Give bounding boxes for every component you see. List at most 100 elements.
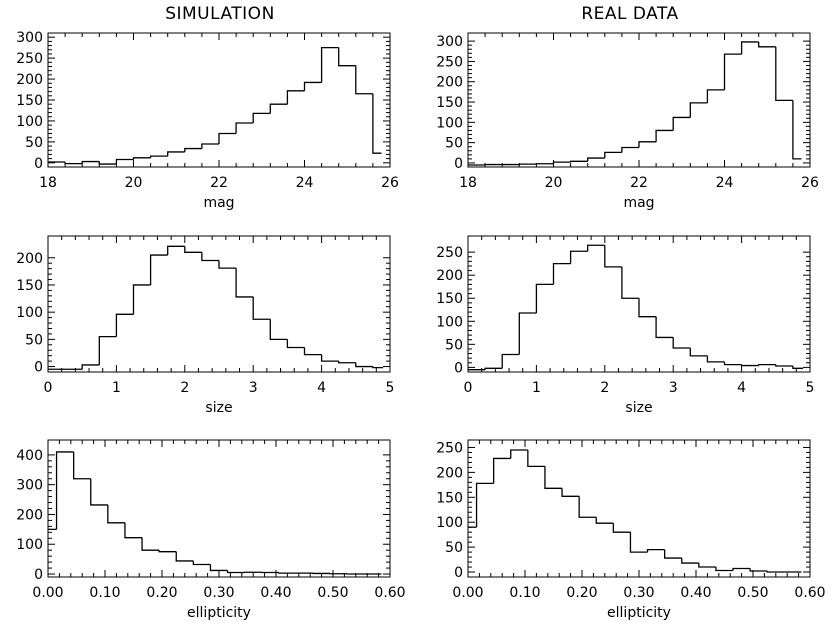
y-tick-label: 50 [25,332,43,348]
histogram-bin [638,141,657,148]
y-tick-label: 200 [436,268,463,284]
histogram-bin [64,161,83,165]
histogram-bin [98,335,117,365]
x-tick-label: 0.00 [32,585,63,601]
histogram-bin [132,157,151,160]
x-tick-label: 0.40 [680,585,711,601]
x-tick-label: 3 [249,380,258,396]
histogram-bin [355,65,373,95]
histogram-bin [132,284,151,315]
histogram-bin [672,116,691,131]
histogram-bin [115,313,134,337]
x-tick-label: 0.50 [317,585,348,601]
histogram-bin [749,568,768,572]
histogram-bin [372,93,382,154]
histogram-bin [792,100,802,160]
histogram-bin [578,496,597,518]
histogram-bin [81,364,100,370]
histogram-bin [604,151,622,159]
plot-frame [47,235,391,373]
x-tick-label: 18 [39,175,57,191]
y-tick-label: 0 [34,567,43,583]
histogram-bin [758,41,776,48]
y-tick-label: 200 [16,507,43,523]
histogram-bin [689,348,708,357]
y-tick-label: 150 [436,490,463,506]
histogram-bin [664,549,682,559]
y-tick-label: 300 [436,34,463,50]
x-axis-label: size [205,400,232,416]
y-tick-label: 300 [16,478,43,494]
histogram-bin [698,563,716,568]
histogram-series [48,245,384,370]
x-tick-label: 1 [112,380,121,396]
histogram-bin [201,143,219,149]
plot-frame [467,439,811,578]
histogram-bin [278,572,296,574]
y-tick-label: 100 [16,537,43,553]
histogram-bin [732,567,751,571]
histogram-bin [510,449,528,459]
histogram-bin [672,337,691,349]
y-tick-label: 250 [436,54,463,70]
histogram-bin [544,466,563,489]
histogram-bin [149,254,168,285]
y-tick-label: 50 [445,540,463,556]
histogram-bin [740,364,759,367]
histogram-bin [569,160,588,163]
y-tick-label: 50 [25,135,43,151]
x-tick-label: 0.30 [203,585,234,601]
histogram-bin [501,353,520,369]
column-title-real-data: REAL DATA [581,4,679,24]
histogram-bin [167,245,185,256]
histogram-bin [723,361,742,366]
histogram-series [468,244,804,371]
x-tick-label: 0.50 [737,585,768,601]
histogram-bin [775,364,793,367]
histogram-bin [595,517,614,524]
x-tick-label: 0.10 [89,585,120,601]
y-tick-label: 150 [436,291,463,307]
x-tick-label: 0.20 [566,585,597,601]
x-tick-label: 20 [545,175,563,191]
y-tick-label: 100 [16,114,43,130]
histogram-bin [535,283,554,313]
histogram-bin [226,570,245,574]
x-tick-label: 18 [459,175,477,191]
histogram-bin [612,523,631,533]
histogram-bin [218,260,237,269]
histogram-bin [167,151,185,157]
x-tick-label: 0.10 [509,585,540,601]
histogram-bin [587,244,605,252]
histogram-bin [252,112,271,124]
y-tick-label: 150 [436,95,463,111]
histogram-bin [646,548,665,553]
histogram-bin [338,361,356,364]
histogram-bin [372,366,384,369]
x-tick-label: 3 [669,380,678,396]
histogram-bin [621,146,639,153]
x-tick-label: 22 [630,175,648,191]
histogram-bin [81,160,100,164]
histogram-bin [552,161,571,164]
y-tick-label: 200 [436,75,463,91]
histogram-bin [355,362,373,368]
histogram-bin [758,363,776,366]
x-tick-label: 24 [716,175,734,191]
histogram-bin [269,103,288,114]
x-tick-label: 4 [317,380,326,396]
y-tick-label: 100 [436,115,463,131]
histogram-series [48,451,382,575]
histogram-bin [587,157,605,162]
histogram-bin [201,252,219,262]
x-tick-label: 24 [296,175,314,191]
histogram-bin [124,522,143,539]
x-tick-label: 26 [381,175,399,191]
histogram-bin [252,296,271,320]
histogram-bin [115,158,134,165]
y-tick-label: 0 [454,156,463,172]
